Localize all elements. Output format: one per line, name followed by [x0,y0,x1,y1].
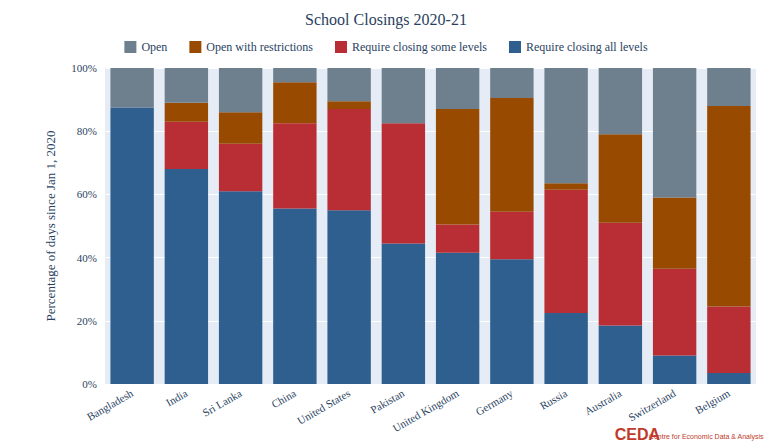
svg-text:Bangladesh: Bangladesh [85,387,136,423]
svg-text:Open with restrictions: Open with restrictions [206,40,313,54]
svg-text:CEDA: CEDA [614,425,660,443]
svg-text:Require closing some levels: Require closing some levels [352,40,487,54]
svg-text:Open: Open [141,40,167,54]
svg-text:20%: 20% [77,315,97,327]
svg-text:Australia: Australia [583,387,624,418]
svg-text:China: China [269,387,298,411]
svg-text:0%: 0% [82,378,97,390]
svg-text:Sri Lanka: Sri Lanka [200,387,243,419]
svg-text:Belgium: Belgium [693,387,732,417]
svg-text:60%: 60% [77,188,97,200]
svg-text:Pakistan: Pakistan [368,387,407,416]
svg-text:Centre for Economic Data & Ana: Centre for Economic Data & Analysis [649,433,764,441]
svg-text:United States: United States [295,387,352,427]
svg-text:100%: 100% [71,62,97,74]
svg-text:Percentage of days since Jan 1: Percentage of days since Jan 1, 2020 [43,131,58,322]
svg-text:Switzerland: Switzerland [626,387,678,424]
svg-text:Require closing all levels: Require closing all levels [526,40,648,54]
svg-text:United Kingdom: United Kingdom [390,387,461,435]
svg-text:India: India [164,387,190,409]
svg-text:School Closings 2020-21: School Closings 2020-21 [305,11,467,29]
svg-text:Germany: Germany [473,387,515,418]
svg-text:80%: 80% [77,125,97,137]
svg-text:40%: 40% [77,252,97,264]
svg-text:Russia: Russia [538,387,569,412]
